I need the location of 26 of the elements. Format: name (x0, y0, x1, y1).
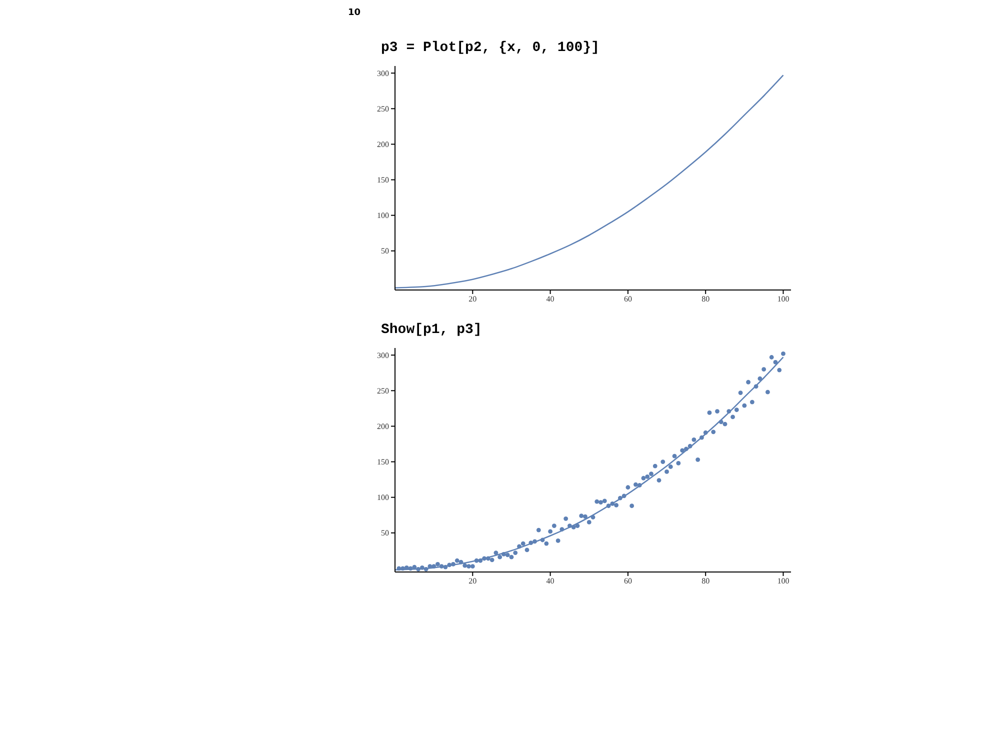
x-tick-label: 80 (702, 294, 710, 304)
y-tick-label: 50 (381, 246, 389, 256)
y-tick-label: 150 (377, 176, 389, 185)
x-tick-label: 40 (546, 294, 554, 304)
chart-title: p3 = Plot[p2, {x, 0, 100}] (381, 40, 600, 56)
y-tick-label: 50 (381, 528, 389, 538)
y-tick-label: 200 (377, 140, 389, 150)
x-tick-label: 60 (624, 576, 632, 586)
text: 10 (348, 8, 362, 18)
y-tick-label: 200 (377, 422, 389, 432)
x-tick-label: 80 (702, 576, 710, 586)
x-tick-label: 20 (468, 294, 477, 304)
x-tick-label: 40 (546, 576, 554, 586)
y-tick-label: 100 (377, 493, 389, 502)
x-tick-label: 100 (777, 576, 790, 586)
line-series (395, 74, 784, 289)
y-tick-label: 250 (377, 104, 389, 114)
y-tick-label: 150 (377, 458, 389, 467)
chart-title: Show[p1, p3] (381, 322, 483, 338)
x-tick-label: 20 (468, 576, 477, 586)
y-tick-label: 300 (377, 350, 389, 360)
y-tick-label: 100 (377, 211, 389, 220)
x-tick-label: 60 (624, 294, 632, 304)
x-tick-label: 100 (777, 294, 790, 304)
y-tick-label: 250 (377, 386, 389, 396)
y-tick-label: 300 (377, 68, 389, 78)
